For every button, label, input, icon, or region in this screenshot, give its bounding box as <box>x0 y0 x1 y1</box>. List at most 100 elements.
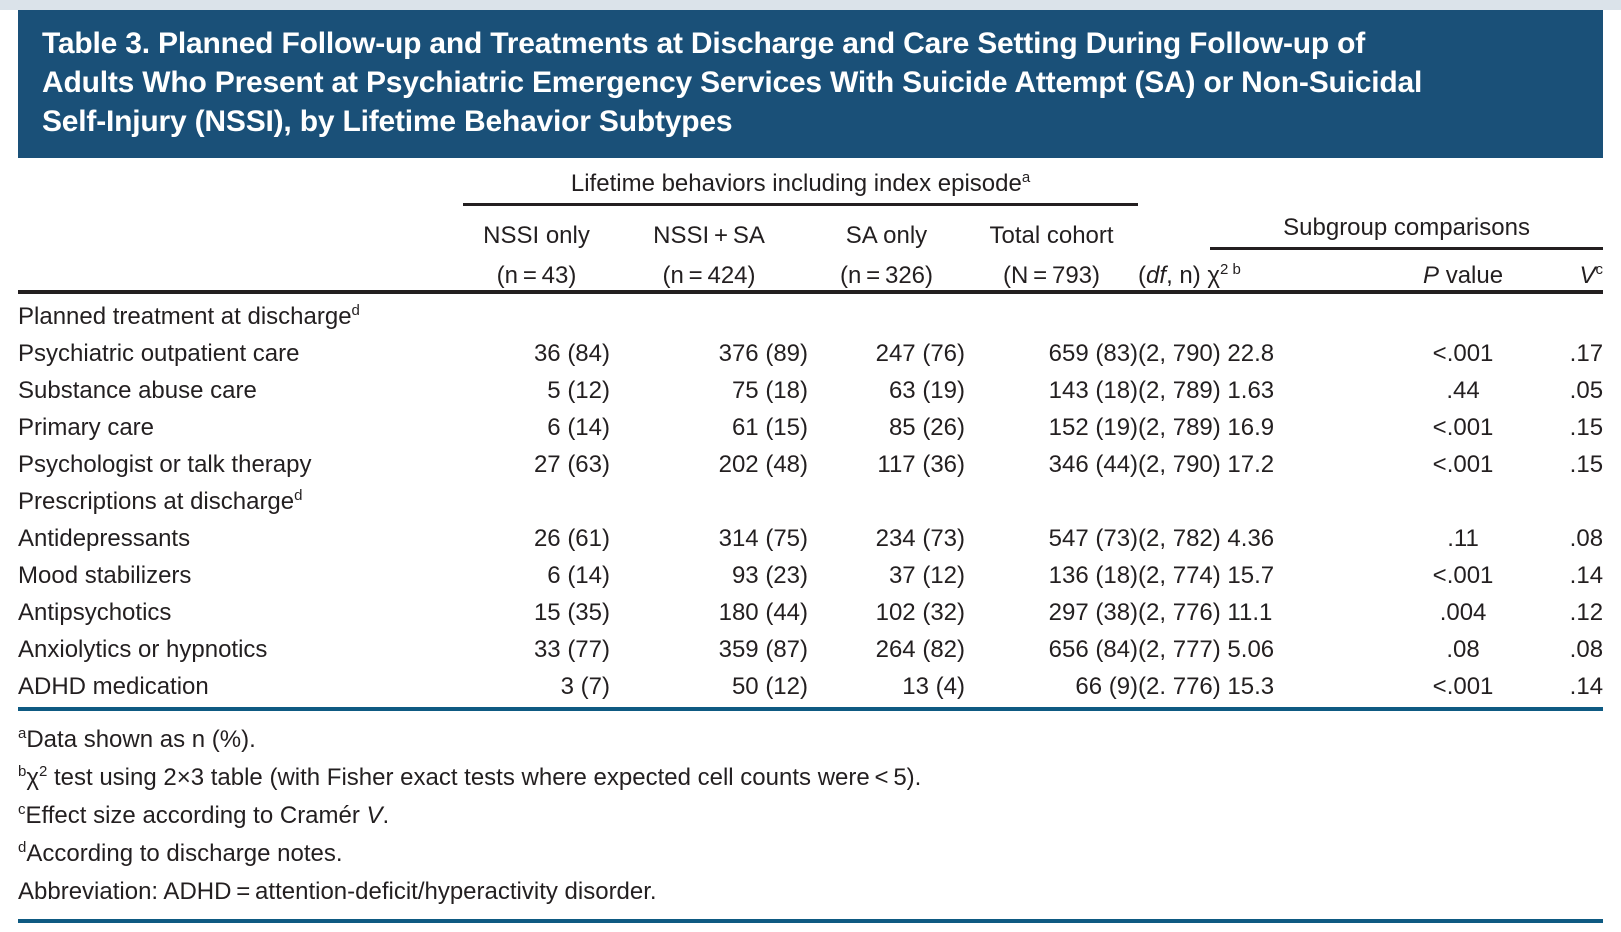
cell-chi-square: (2, 774) 15.7 <box>1138 562 1275 589</box>
section-label-prescriptions: Prescriptions at discharged <box>18 479 1603 516</box>
footnote-marker-a: a <box>1021 169 1031 186</box>
cell-cramer-v: .14 <box>1569 562 1604 589</box>
header-group-row: NSSI only NSSI + SA SA only Total cohort… <box>18 206 1604 250</box>
cell-total: 136 (18) <box>1048 562 1139 589</box>
cell-p-value: .004 <box>1439 599 1487 626</box>
footnote-d: dAccording to discharge notes. <box>18 835 1603 873</box>
row-label: Antidepressants <box>18 525 191 552</box>
cell-cramer-v: .08 <box>1569 525 1604 552</box>
cell-cramer-v: .08 <box>1569 636 1604 663</box>
table-title-line-2: Adults Who Present at Psychiatric Emerge… <box>42 66 1423 99</box>
cell-p-value: <.001 <box>1432 414 1494 441</box>
col-header-nssi-only: NSSI only <box>483 222 590 249</box>
cell-cramer-v: .05 <box>1569 377 1604 404</box>
cell-nssi-sa: 75 (18) <box>731 377 808 404</box>
lifetime-spanner-cell: Lifetime behaviors including index episo… <box>463 160 1139 206</box>
row-label: ADHD medication <box>18 673 209 700</box>
cell-chi-square: (2, 776) 11.1 <box>1138 599 1273 626</box>
footnote-b: bχ2 test using 2×3 table (with Fisher ex… <box>18 759 1603 797</box>
table-title-bar: Table 3. Planned Follow-up and Treatment… <box>18 10 1603 158</box>
cell-sa-only: 85 (26) <box>888 414 965 441</box>
cell-sa-only: 102 (32) <box>875 599 965 626</box>
cell-p-value: .08 <box>1446 636 1480 663</box>
cell-cramer-v: .15 <box>1569 414 1604 441</box>
cell-cramer-v: .12 <box>1569 599 1604 626</box>
footnote-a-text: Data shown as n (%). <box>26 726 256 753</box>
data-table: Lifetime behaviors including index episo… <box>18 160 1604 701</box>
footnote-marker-c: c <box>18 801 26 818</box>
section-label-text: Planned treatment at discharge <box>18 303 352 330</box>
cell-total: 143 (18) <box>1048 377 1139 404</box>
cell-sa-only: 247 (76) <box>875 340 965 367</box>
cell-cramer-v: .17 <box>1569 340 1604 367</box>
cell-sa-only: 264 (82) <box>875 636 965 663</box>
table-row: Primary care 6 (14) 61 (15) 85 (26) 152 … <box>18 405 1603 442</box>
cell-chi-square: (2, 789) 16.9 <box>1138 414 1275 441</box>
cell-p-value: <.001 <box>1432 562 1494 589</box>
cell-nssi-sa: 314 (75) <box>718 525 808 552</box>
cell-sa-only: 117 (36) <box>877 451 965 478</box>
cell-nssi-only: 15 (35) <box>533 599 610 626</box>
cell-nssi-sa: 359 (87) <box>718 636 808 663</box>
table-row: Anxiolytics or hypnotics 33 (77) 359 (87… <box>18 627 1603 664</box>
subgroup-spanner-cell: Subgroup comparisons <box>1138 206 1604 250</box>
table-row: Psychologist or talk therapy 27 (63) 202… <box>18 442 1603 479</box>
header-n-row: (n = 43) (n = 424) (n = 326) (N = 793) (… <box>18 250 1604 294</box>
p-rest-text: value <box>1439 262 1504 289</box>
col-header-cramer-v: Vc <box>1548 250 1604 294</box>
cell-chi-square: (2, 777) 5.06 <box>1138 636 1275 663</box>
cell-p-value: <.001 <box>1432 451 1494 478</box>
chi-open-paren: ( <box>1138 262 1147 289</box>
footnote-c-text: Effect size according to Cramér <box>25 802 367 829</box>
row-label: Primary care <box>18 414 155 441</box>
section-label-text: Prescriptions at discharge <box>18 488 295 515</box>
cell-nssi-only: 33 (77) <box>533 636 610 663</box>
cell-total: 297 (38) <box>1048 599 1139 626</box>
table-title-line-3: Self-Injury (NSSI), by Lifetime Behavior… <box>42 105 733 138</box>
cell-sa-only: 63 (19) <box>888 377 965 404</box>
col-n-total-cohort: (N = 793) <box>965 250 1139 294</box>
cell-p-value: <.001 <box>1432 340 1494 367</box>
col-n-sa-only: (n = 326) <box>808 250 965 294</box>
table-row: Mood stabilizers 6 (14) 93 (23) 37 (12) … <box>18 553 1603 590</box>
chi-df-italic: df <box>1146 262 1167 289</box>
cell-sa-only: 37 (12) <box>888 562 965 589</box>
table-row: Substance abuse care 5 (12) 75 (18) 63 (… <box>18 368 1603 405</box>
cell-nssi-sa: 180 (44) <box>718 599 808 626</box>
cell-chi-square: (2, 782) 4.36 <box>1138 525 1275 552</box>
footnote-marker-d: d <box>18 839 27 856</box>
cell-p-value: .11 <box>1447 525 1479 552</box>
row-label: Mood stabilizers <box>18 562 192 589</box>
cell-nssi-only: 27 (63) <box>533 451 610 478</box>
cramer-v-italic: V <box>366 802 383 829</box>
cell-total: 659 (83) <box>1048 340 1139 367</box>
row-label: Psychiatric outpatient care <box>18 340 300 367</box>
cell-chi-square: (2, 789) 1.63 <box>1138 377 1275 404</box>
cell-nssi-sa: 376 (89) <box>718 340 808 367</box>
cell-total: 346 (44) <box>1048 451 1139 478</box>
footnote-a: aData shown as n (%). <box>18 721 1603 759</box>
footnote-c: cEffect size according to Cramér V. <box>18 797 1603 835</box>
chi-symbol: χ <box>26 764 39 791</box>
section-label-planned-treatment: Planned treatment at discharged <box>18 292 1603 331</box>
p-italic: P <box>1423 262 1440 289</box>
footnote-marker-d: d <box>294 487 303 504</box>
lifetime-spanner-label: Lifetime behaviors including index episo… <box>570 170 1022 197</box>
table-row: Antipsychotics 15 (35) 180 (44) 102 (32)… <box>18 590 1603 627</box>
footnotes: aData shown as n (%). bχ2 test using 2×3… <box>18 721 1603 911</box>
chi-mid-text: , n) χ <box>1166 262 1221 289</box>
cell-nssi-sa: 202 (48) <box>718 451 808 478</box>
col-n-nssi-sa: (n = 424) <box>610 250 808 294</box>
cell-total: 547 (73) <box>1048 525 1139 552</box>
cell-nssi-only: 5 (12) <box>547 377 610 404</box>
section-row: Planned treatment at discharged <box>18 292 1603 331</box>
chi-superscript: 2 b <box>1220 261 1241 278</box>
header-spanner-row: Lifetime behaviors including index episo… <box>18 160 1603 206</box>
cell-total: 656 (84) <box>1048 636 1139 663</box>
footnote-abbreviation: Abbreviation: ADHD = attention-deficit/h… <box>18 873 1603 911</box>
col-header-sa-only: SA only <box>845 222 928 249</box>
spacer-cell <box>18 206 463 250</box>
cell-cramer-v: .14 <box>1569 673 1604 700</box>
cell-chi-square: (2, 790) 22.8 <box>1138 340 1275 367</box>
